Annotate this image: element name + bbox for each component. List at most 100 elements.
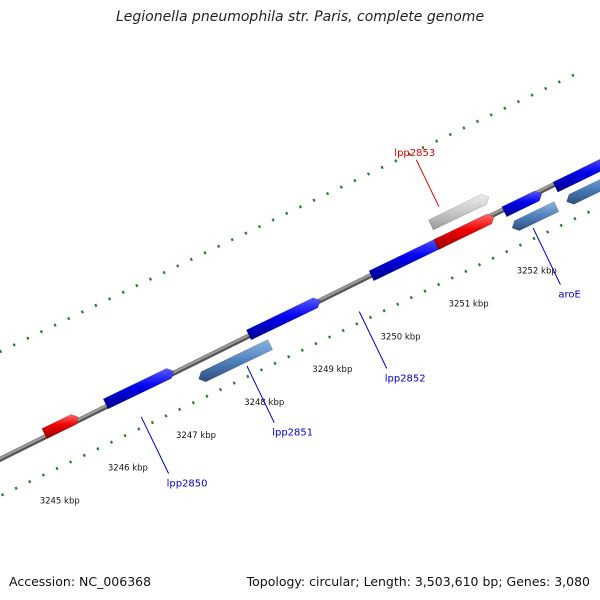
outer-scale-tick [217,244,221,248]
scale-label: 3252 kbp [517,267,557,277]
rna-gene-arrow[interactable] [433,213,495,251]
gene-label-leader [532,227,561,285]
pseudo-gene-arrow[interactable] [428,194,490,231]
inner-scale-tick [69,460,73,464]
inner-scale-tick [232,381,236,385]
outer-scale-tick [298,205,302,209]
outer-scale-tick [353,178,357,183]
outer-scale-tick [407,152,411,156]
inner-scale-tick [82,453,86,458]
inner-scale-tick [396,302,400,306]
inner-scale-tick [273,361,277,366]
outer-scale-tick [271,218,275,222]
outer-scale-tick [421,145,425,150]
inner-scale-tick [164,414,168,418]
gene-label[interactable]: lpp2852 [385,373,426,384]
outer-scale-tick [435,139,439,143]
outer-scale-tick [285,211,289,216]
outer-scale-tick [448,132,452,137]
inner-scale-tick [423,289,427,293]
outer-scale-tick [571,73,575,78]
inner-scale-tick [0,493,5,497]
outer-scale-tick [380,165,384,170]
inner-scale-tick [559,223,563,228]
inner-scale-tick [123,433,127,438]
inner-scale-tick [491,256,495,260]
outer-scale-tick [557,80,561,84]
inner-scale-ticks [0,210,591,497]
scale-label: 3247 kbp [176,431,216,441]
outer-scale-tick [257,224,262,229]
gene-label[interactable]: lpp2850 [167,479,208,490]
inner-scale-tick [314,341,318,346]
forward-gene-arrow[interactable] [552,157,600,193]
outer-scale-tick [516,99,520,104]
scale-label: 3245 kbp [40,497,80,507]
inner-scale-tick [259,368,263,372]
genome-summary: Topology: circular; Length: 3,503,610 bp… [246,574,590,589]
outer-scale-tick [80,310,84,314]
outer-scale-tick [121,290,125,294]
outer-scale-tick [67,316,71,321]
gene-label-leader [246,365,275,423]
outer-scale-tick [148,277,153,281]
inner-scale-tick [450,276,454,280]
inner-scale-tick [41,473,45,477]
outer-scale-tick [230,237,234,242]
outer-scale-tick [0,349,3,354]
forward-gene-arrow[interactable] [368,236,447,282]
inner-scale-tick [477,263,482,267]
outer-scale-tick [312,198,316,202]
inner-scale-tick [55,466,59,471]
inner-scale-tick [109,440,114,444]
inner-scale-tick [300,348,304,352]
gene-label-leader [415,159,440,207]
outer-scale-tick [489,113,493,117]
scale-label: 3246 kbp [108,464,148,474]
outer-scale-tick [339,185,343,189]
inner-scale-tick [368,315,373,320]
forward-gene-arrow[interactable] [501,190,543,218]
gene-label[interactable]: aroE [558,290,580,301]
inner-scale-tick [14,486,18,490]
inner-scale-tick [518,243,522,247]
map-title: Legionella pneumophila str. Paris, compl… [115,9,485,25]
reverse-gene-arrow[interactable] [566,170,600,205]
inner-scale-tick [137,427,141,431]
inner-scale-tick [546,230,550,234]
outer-scale-tick [394,159,398,163]
reverse-gene-arrow[interactable] [198,339,274,383]
inner-scale-tick [178,407,182,412]
gene-label[interactable]: lpp2851 [272,428,313,439]
inner-scale-tick [532,236,536,241]
outer-scale-tick [162,270,166,275]
gene-label-leader [358,311,388,369]
inner-scale-tick [437,282,441,287]
inner-scale-tick [573,217,577,221]
gene-features [41,157,600,439]
outer-scale-tick [189,257,193,262]
inner-scale-tick [191,401,195,405]
forward-gene-arrow[interactable] [102,368,175,410]
outer-scale-tick [135,283,139,288]
forward-gene-arrow[interactable] [245,297,321,341]
outer-scale-tick [544,86,548,91]
reverse-gene-arrow[interactable] [511,201,560,231]
inner-scale-tick [246,374,250,379]
inner-scale-tick [205,394,209,398]
outer-scale-tick [475,119,480,124]
inner-scale-tick [150,420,154,425]
outer-scale-tick [176,264,180,268]
outer-scale-tick [39,329,43,334]
gene-label[interactable]: lpp2853 [394,148,435,159]
accession-label: Accession: NC_006368 [9,574,152,589]
scale-label: 3249 kbp [312,365,352,375]
scale-label: 3251 kbp [449,300,489,310]
inner-scale-tick [341,328,345,333]
outer-scale-tick [366,172,371,176]
inner-scale-tick [464,269,468,274]
rna-gene-arrow[interactable] [41,414,79,439]
inner-scale-tick [355,322,359,326]
outer-scale-tick [326,191,330,196]
